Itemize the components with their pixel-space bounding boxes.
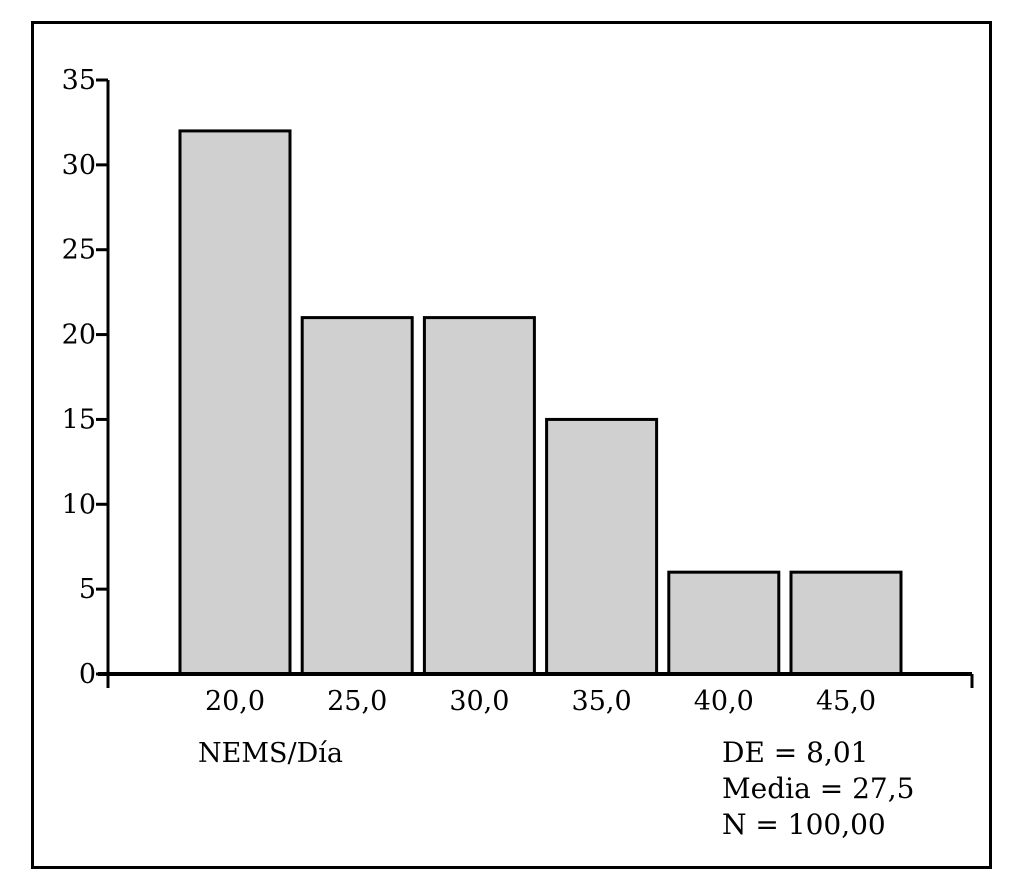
stats-line: DE = 8,01 xyxy=(722,736,869,769)
bar-45,0 xyxy=(789,570,903,676)
x-axis-label: NEMS/Día xyxy=(198,738,343,769)
y-ticks-group: 0 5 10 15 20 25 30 35 xyxy=(62,65,108,690)
y-tick-label: 5 xyxy=(79,574,96,605)
x-tick-label: 40,0 xyxy=(694,686,754,717)
x-tick-label: 45,0 xyxy=(816,686,876,717)
bar-25,0 xyxy=(300,316,414,676)
bar-20,0 xyxy=(178,129,292,676)
bar-40,0 xyxy=(667,570,781,676)
bar-35,0 xyxy=(545,417,659,676)
y-tick-label: 0 xyxy=(79,659,96,690)
y-tick-label: 15 xyxy=(62,404,96,435)
x-tick-label: 30,0 xyxy=(449,686,509,717)
bar-30,0 xyxy=(422,316,536,676)
x-tick-label: 35,0 xyxy=(572,686,632,717)
y-tick-label: 35 xyxy=(62,65,96,96)
axes-group xyxy=(98,80,974,688)
stats-line: Media = 27,5 xyxy=(722,772,914,805)
x-tick-label: 20,0 xyxy=(205,686,265,717)
y-tick-label: 10 xyxy=(62,489,96,520)
x-tick-label: 25,0 xyxy=(327,686,387,717)
x-ticks-group: 20,0 25,0 30,0 35,0 40,0 45,0 xyxy=(205,686,876,717)
y-tick-label: 25 xyxy=(62,235,96,266)
y-tick-label: 20 xyxy=(62,320,96,351)
stats-line: N = 100,00 xyxy=(722,808,886,841)
bars-group xyxy=(178,129,903,676)
y-tick-label: 30 xyxy=(62,150,96,181)
